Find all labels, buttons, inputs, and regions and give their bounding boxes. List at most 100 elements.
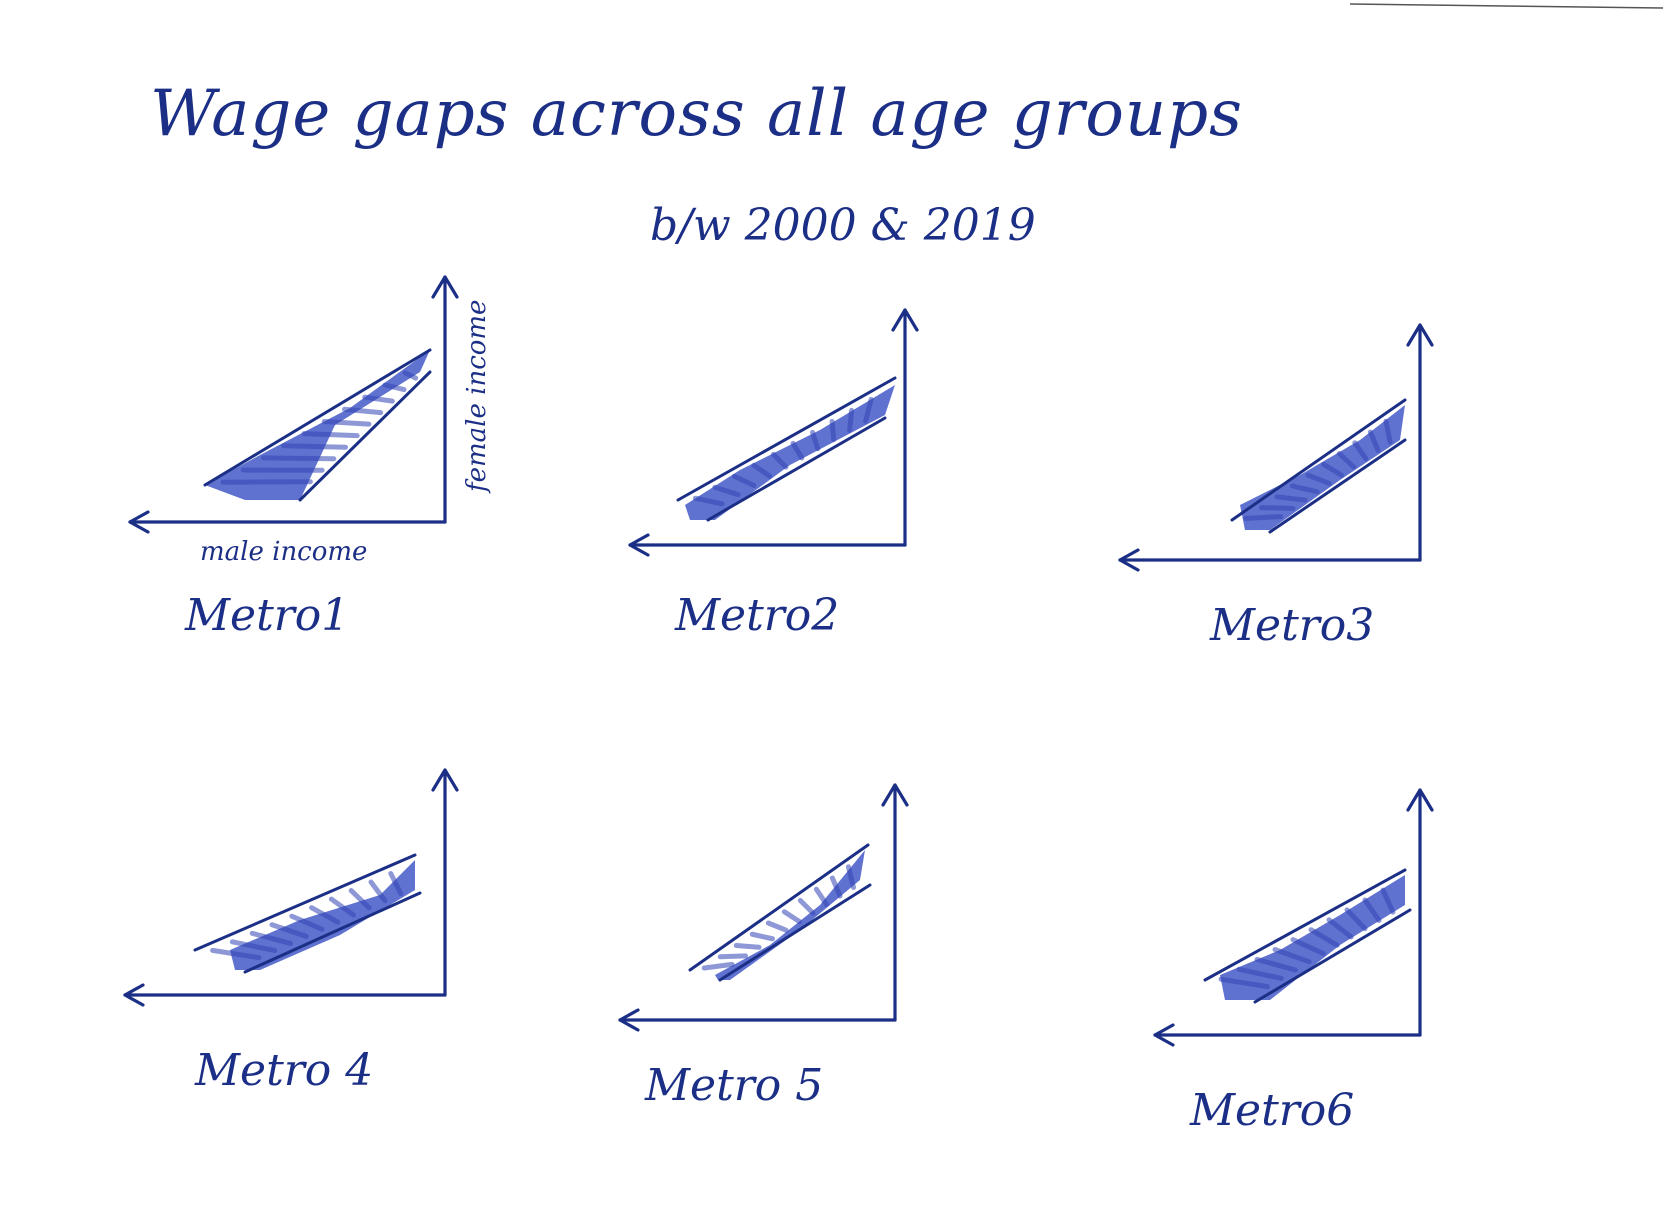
band-hatch-stroke (1305, 472, 1332, 487)
y-axis-arrow (891, 308, 919, 332)
upper-boundary-line (193, 853, 417, 952)
band-hatch-stroke (751, 462, 773, 479)
band-hatch-stroke (261, 455, 337, 462)
band-hatch-stroke (368, 879, 388, 904)
band-hatch-stroke (1254, 956, 1298, 973)
upper-boundary-line (676, 376, 897, 502)
band-hatch-stroke (731, 473, 757, 488)
band-hatch-stroke (388, 870, 404, 897)
band-hatch-stroke (1236, 966, 1284, 981)
band-hatch-stroke (210, 947, 262, 961)
band-hatch-stroke (765, 920, 789, 933)
lower-boundary-line (298, 370, 432, 502)
band-hatch-stroke (712, 484, 741, 498)
panel-label: Metro 5 (644, 1060, 823, 1111)
band-hatch-stroke (402, 370, 419, 381)
band-hatch-stroke (309, 905, 341, 925)
y-axis-arrow (1406, 323, 1434, 347)
lower-boundary-line (706, 416, 887, 522)
wage-gap-band (205, 350, 430, 500)
chart-panel-6: Metro6 (1153, 788, 1434, 1136)
upper-boundary-line (1203, 868, 1407, 982)
band-hatch-stroke (1321, 461, 1345, 478)
lower-boundary-line (243, 891, 422, 974)
y-axis-arrow (431, 275, 459, 299)
x-axis-label: male income (200, 537, 367, 567)
band-hatch-stroke (289, 913, 325, 932)
band-hatch-stroke (813, 886, 829, 908)
x-axis-arrow (128, 510, 150, 534)
y-axis-arrow (1406, 788, 1434, 812)
band-hatch-stroke (810, 429, 821, 452)
band-hatch-stroke (1326, 917, 1354, 940)
chart-panel-2: Metro2 (628, 308, 919, 641)
band-hatch-stroke (1362, 897, 1382, 923)
band-hatch-stroke (797, 898, 816, 916)
chart-panel-5: Metro 5 (618, 783, 909, 1111)
upper-boundary-line (1230, 398, 1407, 522)
band-hatch-stroke (733, 943, 762, 950)
x-axis-arrow (1118, 548, 1140, 572)
page-subtitle: b/w 2000 & 2019 (650, 200, 1036, 251)
band-hatch-stroke (1367, 429, 1381, 453)
band-hatch-stroke (321, 418, 372, 427)
wage-gap-band (1240, 405, 1405, 530)
band-hatch-stroke (362, 394, 395, 404)
band-hatch-stroke (847, 407, 855, 433)
band-hatch-stroke (863, 396, 874, 424)
lower-boundary-line (718, 883, 872, 982)
band-hatch-stroke (790, 440, 805, 461)
x-axis-arrow (628, 533, 650, 557)
band-hatch-stroke (1218, 976, 1270, 990)
x-axis-arrow (1153, 1023, 1175, 1047)
band-hatch-stroke (1272, 947, 1312, 965)
panel-label: Metro 4 (194, 1045, 373, 1096)
lower-boundary-line (1253, 908, 1412, 1004)
small-multiples: male income female income Metro1 Metro2 Metr… (123, 275, 1434, 1136)
x-axis-arrow (618, 1008, 640, 1032)
band-hatch-stroke (1308, 927, 1340, 948)
chart-panel-3: Metro3 (1118, 323, 1434, 651)
band-hatch-stroke (281, 443, 348, 450)
upper-boundary-line (688, 843, 870, 972)
band-hatch-stroke (249, 930, 293, 946)
y-axis-arrow (881, 783, 909, 807)
band-hatch-stroke (1336, 451, 1357, 470)
band-hatch-stroke (1290, 937, 1326, 957)
band-hatch-stroke (770, 451, 789, 470)
y-axis-label: female income (462, 300, 492, 494)
scan-edge-line (1349, 3, 1663, 9)
band-hatch-stroke (692, 495, 725, 507)
panel-label: Metro3 (1209, 600, 1374, 651)
band-hatch-stroke (829, 875, 843, 899)
band-hatch-stroke (1290, 483, 1320, 495)
chart-panel-1: male income female income Metro1 (128, 275, 492, 641)
lower-boundary-line (1268, 438, 1407, 534)
band-hatch-stroke (717, 953, 748, 960)
band-hatch-stroke (269, 922, 309, 939)
band-hatch-stroke (1274, 494, 1308, 503)
band-hatch-stroke (328, 896, 356, 918)
band-hatch-stroke (701, 961, 735, 971)
band-hatch-stroke (1243, 514, 1284, 521)
upper-boundary-line (203, 348, 432, 487)
band-hatch-stroke (229, 939, 278, 954)
band-hatch-stroke (348, 888, 372, 911)
band-hatch-stroke (845, 864, 856, 890)
page-title: Wage gaps across all age groups (150, 77, 1243, 151)
band-hatch-stroke (1383, 418, 1393, 445)
band-hatch-stroke (382, 382, 407, 393)
chart-panel-4: Metro 4 (123, 768, 459, 1096)
band-hatch-stroke (301, 431, 360, 439)
band-hatch-stroke (749, 931, 775, 942)
wage-gap-band (1220, 875, 1405, 1000)
panel-label: Metro2 (674, 590, 839, 641)
band-hatch-stroke (1258, 505, 1296, 511)
y-axis-arrow (431, 768, 459, 792)
panel-label: Metro1 (184, 590, 349, 641)
band-hatch-stroke (1352, 440, 1369, 462)
band-hatch-stroke (1380, 887, 1396, 915)
band-hatch-stroke (829, 418, 837, 443)
band-hatch-stroke (1344, 907, 1368, 932)
